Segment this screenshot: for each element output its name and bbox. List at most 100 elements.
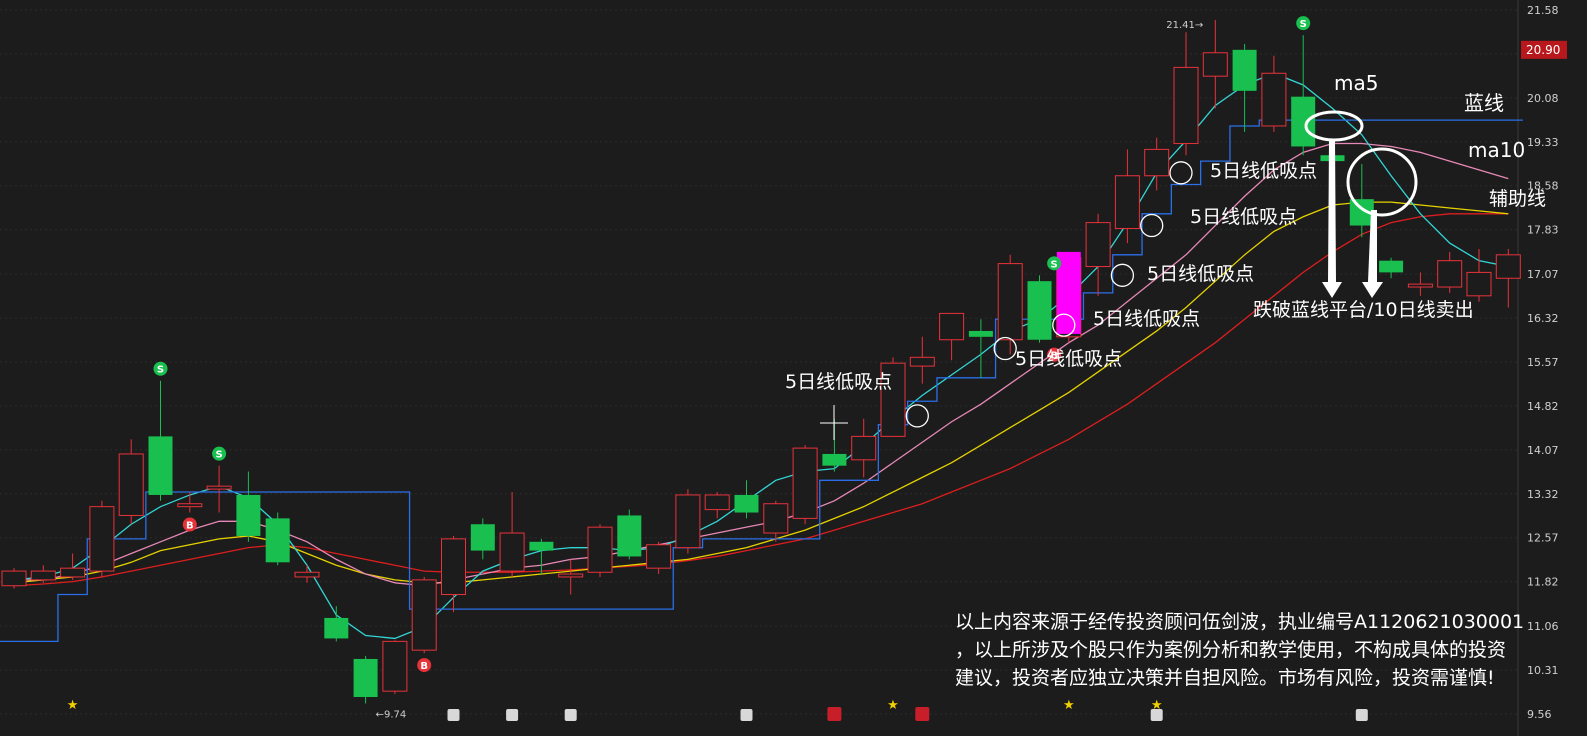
candle-body-up [1466,271,1492,297]
candle-body-up [441,538,466,596]
signal-b-badge [182,517,197,532]
event-box-icon [447,709,460,721]
candle-body-down [1379,260,1404,273]
signal-b-badge [417,658,432,673]
y-tick-label: 18.58 [1527,180,1559,193]
y-tick-label: 13.32 [1527,488,1559,501]
disclaimer-text: 以上内容来源于经传投资顾问伍剑波，执业编号A1120621030001 ，以上所… [955,608,1587,692]
candle-body-up [880,362,906,437]
ma-line-pink [14,142,1509,587]
candle-body-up [1173,66,1199,145]
candle-body-up [499,532,525,572]
buy-point-label: 5日线低吸点 [1093,308,1200,330]
candle-body-up [1144,148,1170,177]
candle-body-up [1202,52,1228,77]
y-tick-label: 12.57 [1527,532,1559,545]
candle-body-up [1,570,27,587]
last-price-badge [1521,40,1567,59]
candle-body-down [529,541,554,551]
high-price-mark: 21.41→ [1166,20,1203,31]
disclaimer-line-1: 以上内容来源于经传投资顾问伍剑波，执业编号A1120621030001 [955,611,1525,633]
candle-body-up [1261,72,1287,127]
candle-body-down [1232,49,1257,91]
candle-body-down [734,494,759,513]
buy-point-circle [905,404,929,428]
signal-b-label: B [186,521,194,532]
disclaimer-line-2: ，以上所涉及个股只作为案例分析和教学使用，不构成具体的投资 [955,639,1507,661]
event-box-icon [740,709,753,721]
buy-point-circle [993,336,1017,361]
y-tick-label: 16.32 [1527,312,1559,325]
signal-b-label: B [420,661,428,672]
candle-body-up [382,640,408,692]
candle-body-up [411,579,437,651]
candle-body-down [353,658,378,698]
event-star-icon: ★ [1151,698,1163,713]
buy-point-label: 5日线低吸点 [1210,160,1317,182]
candle-body-up [118,453,144,516]
event-star-icon: ★ [1063,698,1075,713]
y-tick-label: 21.58 [1527,4,1559,17]
signal-s-badge [1047,256,1062,271]
highlight-candle [1056,251,1081,334]
candle-body-up [558,573,584,578]
candle-body-up [675,494,701,549]
y-tick-label: 15.57 [1527,356,1559,369]
event-star-icon: ★ [67,698,79,713]
ma-line-red [13,213,1509,587]
candle-body-up [587,526,613,573]
y-tick-label: 17.83 [1527,224,1559,237]
event-box-icon [506,709,519,721]
candle-body-up [1407,283,1433,288]
buy-point-label: 5日线低吸点 [1015,348,1122,370]
buy-point-circle [1110,263,1135,287]
candle-body-up [206,485,232,490]
candle-body-up [89,506,115,572]
y-tick-label: 9.56 [1527,708,1552,721]
candle-body-up [30,570,56,581]
y-tick-label: 10.31 [1527,664,1559,677]
signal-s-badge [153,361,168,376]
sell-arrow-1 [1322,140,1342,298]
candle-body-down [470,524,495,551]
candle-body-up [60,567,86,578]
blue-line-label: 蓝线 [1464,91,1504,115]
candle-body-up [763,503,789,534]
candle-body-up [177,503,203,508]
sell-arrow-2 [1362,210,1383,298]
signal-s-label: S [1051,259,1058,270]
candle-body-down [822,453,847,466]
y-tick-label: 17.07 [1527,268,1559,281]
aux-line-label: 辅助线 [1489,188,1546,210]
sell-ellipse-ma10 [1346,147,1418,217]
candle-body-up [1085,222,1111,268]
event-pai-icon [827,707,842,721]
candle-body-down [324,617,349,639]
signal-b-badge [1047,347,1062,362]
candle-body-up [294,571,320,578]
ma10-label: ma10 [1468,138,1525,162]
candle-body-up [792,447,818,519]
buy-point-circle [1169,161,1193,185]
candle-body-down [265,518,290,563]
ma-line-yellow [13,201,1509,584]
y-tick-label: 11.82 [1527,576,1559,589]
event-star-icon: ★ [887,698,899,713]
sell-rule-label: 跌破蓝线平台/10日线卖出 [1253,299,1474,321]
signal-s-label: S [215,450,222,461]
candle-body-down [617,515,642,557]
event-box-icon [564,709,577,721]
buy-point-label: 5日线低吸点 [1147,263,1254,285]
buy-point-label: 5日线低吸点 [1190,206,1297,228]
ma-line-cyan [13,72,1509,640]
candle-body-up [1114,175,1140,229]
signal-s-badge [212,446,227,461]
signal-s-badge [1296,16,1311,31]
buy-point-circle [1052,313,1076,337]
signal-b-label: B [1050,351,1058,362]
candle-body-up [851,435,877,461]
candle-body-up [1495,254,1521,279]
candle-body-down [148,436,173,495]
signal-s-label: S [1300,19,1307,30]
